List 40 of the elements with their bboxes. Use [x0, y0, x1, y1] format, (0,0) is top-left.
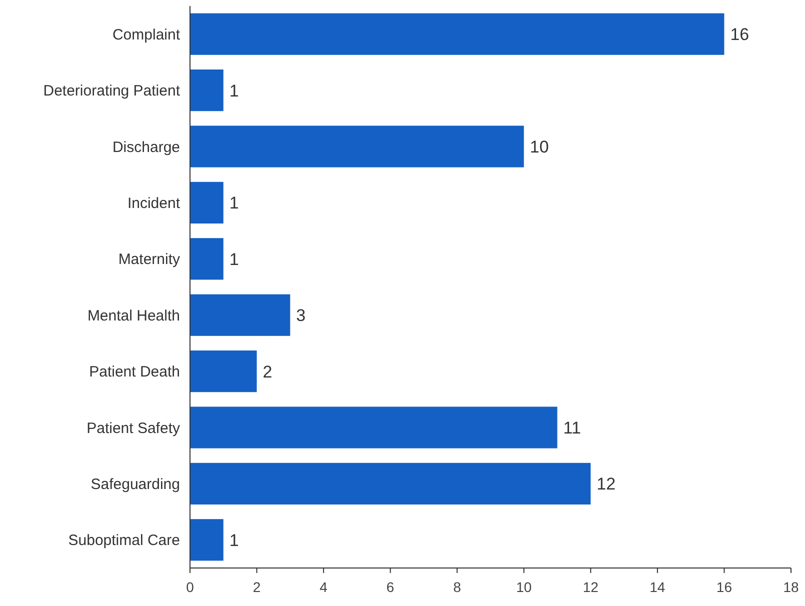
- bar: [190, 126, 524, 168]
- bar: [190, 182, 224, 224]
- x-tick-label: 14: [650, 579, 666, 595]
- y-tick-label: Suboptimal Care: [68, 532, 180, 550]
- data-label: 11: [563, 418, 581, 438]
- x-tick-label: 12: [582, 579, 599, 595]
- data-label: 1: [229, 250, 239, 269]
- x-tick-label: 16: [716, 579, 732, 595]
- data-label: 1: [229, 81, 239, 100]
- y-tick-label: Safeguarding: [90, 476, 180, 493]
- data-label: 16: [730, 25, 750, 44]
- data-label: 10: [530, 137, 549, 156]
- y-tick-label: Mental Health: [87, 307, 180, 324]
- x-tick-label: 6: [386, 579, 394, 595]
- bar: [190, 406, 558, 448]
- y-tick-label: Incident: [127, 194, 181, 212]
- y-tick-label: Patient Death: [89, 364, 180, 381]
- data-label: 1: [229, 194, 239, 213]
- y-tick-label: Patient Safety: [86, 420, 180, 437]
- x-tick-label: 18: [783, 579, 799, 595]
- bar: [190, 70, 224, 112]
- x-tick-label: 10: [516, 579, 532, 595]
- y-tick-label: Deteriorating Patient: [43, 82, 181, 100]
- y-tick-label: Maternity: [118, 251, 180, 268]
- data-label: 3: [296, 306, 306, 326]
- x-tick-label: 0: [186, 579, 194, 595]
- bar: [190, 294, 290, 336]
- x-tick-label: 4: [320, 579, 328, 595]
- bar: [190, 238, 224, 280]
- data-label: 1: [229, 530, 239, 550]
- data-label: 12: [596, 474, 616, 494]
- x-tick-label: 8: [453, 579, 462, 595]
- bar: [190, 350, 257, 392]
- x-tick-label: 2: [252, 579, 261, 595]
- bar: [190, 519, 224, 561]
- bar: [190, 462, 591, 504]
- data-label: 2: [262, 362, 272, 382]
- y-tick-label: Complaint: [112, 26, 181, 44]
- y-tick-label: Discharge: [112, 138, 180, 156]
- bar: [190, 13, 724, 55]
